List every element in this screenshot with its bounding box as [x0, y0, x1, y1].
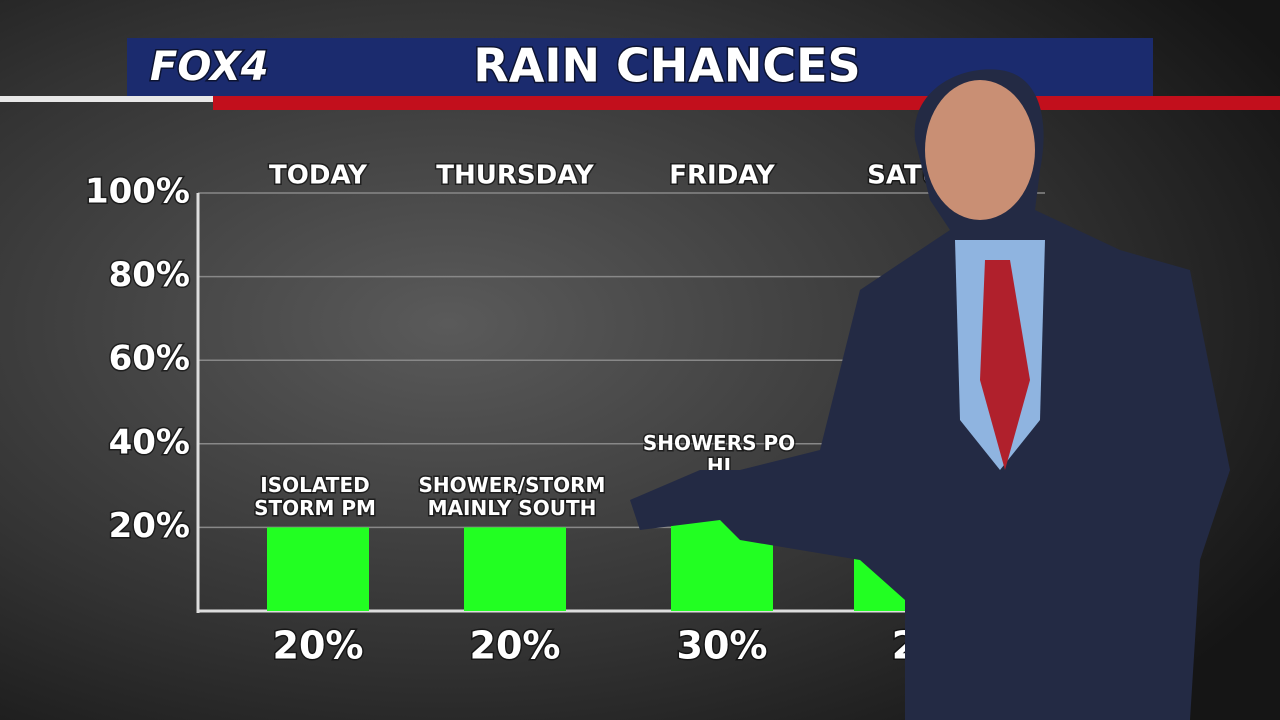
annotation: SHOWER/STORM	[419, 473, 606, 497]
x-tick-label: TODAY	[269, 161, 368, 191]
value-label: 20%	[273, 624, 364, 668]
y-tick-label: 40%	[109, 422, 190, 462]
value-label: 30%	[677, 624, 768, 668]
bar	[464, 527, 566, 611]
presenter-face	[925, 80, 1035, 220]
x-tick-label: THURSDAY	[436, 161, 595, 191]
banner-stripe	[213, 96, 1280, 110]
presenter	[630, 69, 1230, 720]
title: RAIN CHANCES	[473, 39, 860, 93]
annotation: STORM PM	[254, 496, 376, 520]
value-label: 20%	[470, 624, 561, 668]
banner-line	[0, 96, 213, 102]
annotation: SHOWERS PO	[643, 431, 795, 455]
logo: FOX4	[150, 44, 269, 90]
annotation: ISOLATED	[260, 473, 369, 497]
annotation: MAINLY SOUTH	[428, 496, 597, 520]
x-tick-label: FRIDAY	[669, 161, 776, 191]
y-tick-label: 100%	[85, 172, 190, 212]
y-tick-label: 80%	[109, 255, 190, 295]
presenter-tie	[980, 260, 1030, 470]
y-tick-label: 60%	[109, 339, 190, 379]
bar	[267, 527, 369, 611]
y-tick-label: 20%	[109, 506, 190, 546]
